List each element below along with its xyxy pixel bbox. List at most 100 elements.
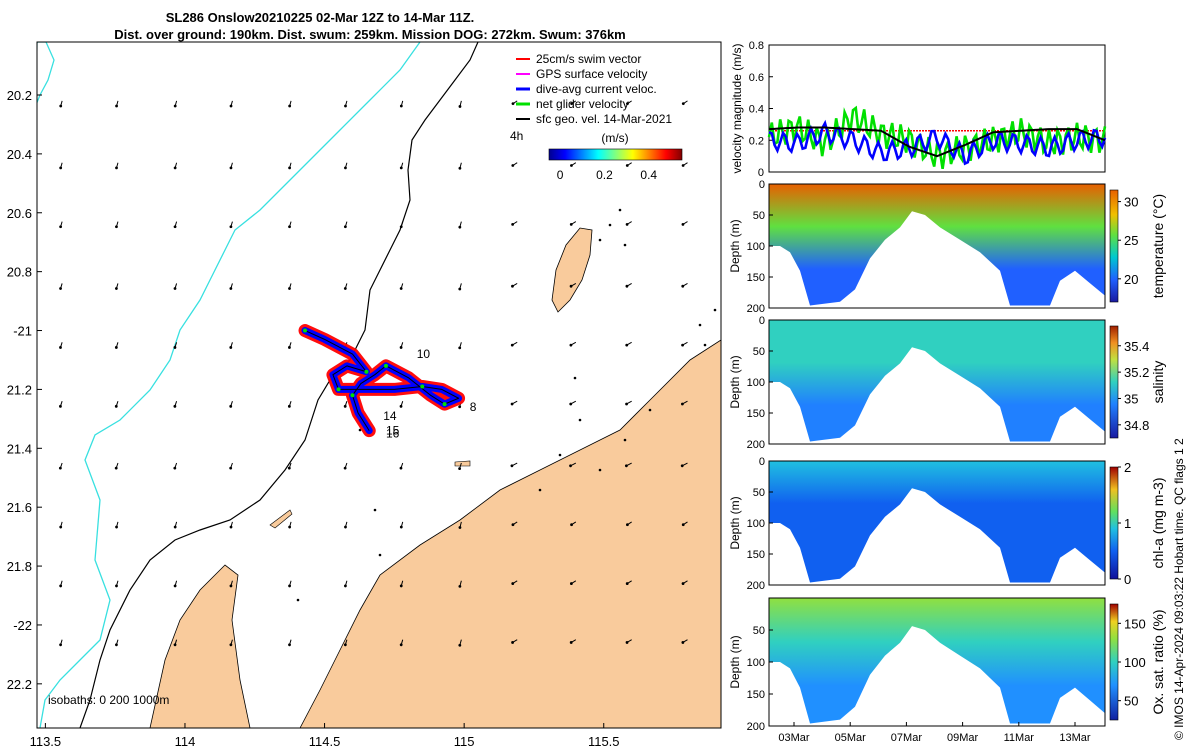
sfc-vector-head [511,582,515,585]
x-tick-label: 115 [454,734,475,749]
sfc-vector-head [399,466,403,470]
sfc-vector-head [458,643,462,647]
colorbar-scale [548,148,683,161]
sfc-vector-head [115,525,118,529]
section-colorbar-tick-label: 35.2 [1124,365,1149,380]
section-colorbar-tick-label: 0 [1124,572,1131,587]
island-land [551,227,593,313]
y-tick-label: 20.8 [7,265,32,280]
islet-dot [578,418,582,422]
sfc-vector-head [625,164,629,167]
sfc-vector-head [344,584,347,588]
salinity-section: 0 50 100 150 200 Depth (m) 34.8 35 35.2 35.4salin… [728,315,1166,451]
sfc-vector-head [229,404,233,408]
track-label: 8 [470,400,477,414]
sfc-vector-head [458,346,462,350]
section-y-tick-label: 100 [747,657,765,669]
sfc-vector-head [625,222,629,226]
sfc-vector-head [458,225,462,229]
sfc-vector-head [229,166,233,170]
velocity-y-tick-label: 0.2 [749,135,764,147]
sfc-vector-head [458,166,462,170]
sfc-vector-head [625,284,629,288]
sfc-vector-head [569,222,573,226]
islet-dot [373,508,377,512]
sfc-vector-head [510,343,514,347]
section-y-tick-label: 50 [753,346,765,358]
section-y-tick-label: 150 [747,408,765,420]
sfc-vector-head [173,525,177,529]
islet-dot [598,238,602,242]
map-frame [36,41,722,729]
net-velocity-dot [350,393,355,398]
colorbar-tick-label: 0.2 [596,168,613,182]
section-colorbar-tick-label: 100 [1124,655,1146,670]
section-y-tick-label: 50 [753,625,765,637]
sfc-vector-head [681,343,684,347]
legend-label: sfc geo. vel. 14-Mar-2021 [536,112,672,126]
sfc-vector-head [58,466,62,470]
sfc-vector-head [458,584,462,588]
sfc-vector-head [511,523,515,527]
sfc-vector-head [344,525,347,529]
sfc-vector-head [59,643,62,647]
sfc-vector-head [229,346,233,349]
sfc-vector-head [399,225,403,229]
islet-dot [623,438,627,442]
sfc-vector-head [511,284,514,288]
sfc-vector-head [229,104,233,108]
sfc-vector-head [626,523,629,527]
sfc-vector-head [510,464,514,468]
chart-subtitle: Dist. over ground: 190km. Dist. swum: 25… [114,27,626,42]
islet-dot [378,553,382,557]
sfc-vector-head [399,104,403,108]
section-field [769,184,1105,306]
islet-dot [598,468,602,472]
x-tick-label: 114.5 [309,734,341,749]
sfc-vector-head [115,104,118,108]
section-clabel: Ox. sat. ratio (%) [1150,609,1166,714]
y-tick-label: 21.4 [7,441,32,456]
sfc-vector-head [114,404,118,408]
section-y-tick-label: 200 [747,439,765,451]
sfc-vector-head [115,584,118,588]
sfc-vector-head [59,225,63,229]
sfc-vector-head [458,287,462,291]
sfc-vector-head [114,287,118,290]
velocity-series-dive [768,119,1107,166]
sfc-vector-head [570,164,573,167]
section-y-tick-label: 200 [747,580,765,592]
sfc-vector-head [681,102,685,106]
sfc-vector-head [458,467,461,470]
sfc-vector-head [288,166,291,170]
section-y-tick-label: 150 [747,272,765,284]
velocity-y-tick-label: 0 [758,167,764,179]
section-colorbar-tick-label: 2 [1124,460,1131,475]
sfc-vector-head [399,346,403,349]
sfc-vector-head [510,402,514,406]
y-tick-label: -22 [13,618,32,633]
net-velocity-dot [364,369,369,374]
colorbar-prefix: 4h [510,129,523,143]
sfc-vector-head [343,225,347,229]
sfc-vector-head [625,582,629,585]
legend-label: dive-avg current veloc. [536,82,657,96]
section-colorbar [1109,466,1119,580]
sfc-vector-head [399,525,403,529]
sfc-vector-head [569,464,572,468]
sfc-vector-head [173,166,177,170]
sfc-vector-head [625,641,629,644]
y-tick-label: -21 [13,324,32,339]
track-label: 14 [383,409,397,423]
sfc-vector-head [399,166,403,170]
islet-dot [558,453,562,457]
section-ylabel: Depth (m) [728,219,742,272]
sfc-vector-head [570,523,573,527]
y-tick-label: 20.2 [7,88,32,103]
sfc-vector-head [173,584,177,588]
mainland-land [299,339,721,728]
islet-dot [296,598,300,602]
sfc-vector-head [173,466,177,470]
section-x-tick-label: 11Mar [1004,732,1035,744]
isobaths-label: isobaths: 0 200 1000m [48,693,169,707]
